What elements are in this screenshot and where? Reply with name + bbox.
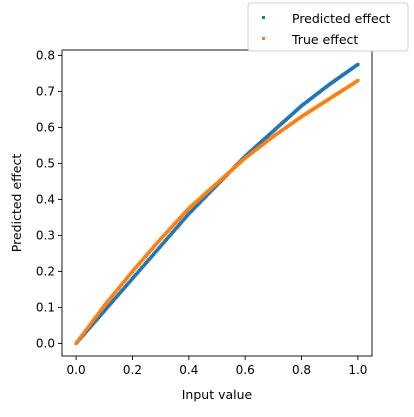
y-tick-label: 0.0: [36, 337, 55, 351]
x-axis-ticks: 0.0 0.2 0.4 0.6 0.8 1.0: [67, 356, 367, 377]
x-tick-label: 0.6: [236, 363, 255, 377]
x-tick-label: 0.0: [67, 363, 86, 377]
y-tick-label: 0.7: [36, 85, 55, 99]
y-tick-label: 0.8: [36, 49, 55, 63]
y-tick-label: 0.1: [36, 301, 55, 315]
x-tick-label: 0.8: [292, 363, 311, 377]
series-true-effect: [74, 79, 360, 345]
y-axis-label: Predicted effect: [9, 154, 24, 253]
y-tick-label: 0.6: [36, 121, 55, 135]
x-axis-label: Input value: [182, 387, 253, 402]
x-tick-label: 0.2: [123, 363, 142, 377]
legend-frame: [247, 2, 409, 52]
y-tick-label: 0.3: [36, 229, 55, 243]
x-tick-label: 0.4: [179, 363, 198, 377]
legend: Predicted effect True effect: [247, 2, 409, 52]
plot-frame: [61, 49, 373, 357]
legend-label-predicted: Predicted effect: [292, 11, 391, 26]
data-point: [356, 62, 360, 66]
y-axis-ticks: 0.0 0.1 0.2 0.3 0.4 0.5 0.6 0.7 0.8: [36, 49, 62, 351]
legend-marker-true: [262, 37, 265, 40]
x-tick-label: 1.0: [348, 363, 367, 377]
y-tick-label: 0.2: [36, 265, 55, 279]
y-tick-label: 0.5: [36, 157, 55, 171]
legend-marker-predicted: [262, 16, 265, 19]
y-tick-label: 0.4: [36, 193, 55, 207]
legend-label-true: True effect: [291, 32, 358, 47]
data-point: [356, 79, 360, 83]
series-layer: [74, 62, 360, 345]
